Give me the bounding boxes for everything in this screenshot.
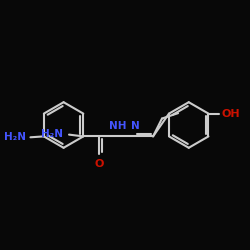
Text: O: O [95,159,104,169]
Text: H₂N: H₂N [4,132,26,142]
Text: OH: OH [222,108,240,118]
Text: NH: NH [108,120,126,130]
Text: H₂N: H₂N [41,129,63,139]
Text: N: N [131,120,140,130]
